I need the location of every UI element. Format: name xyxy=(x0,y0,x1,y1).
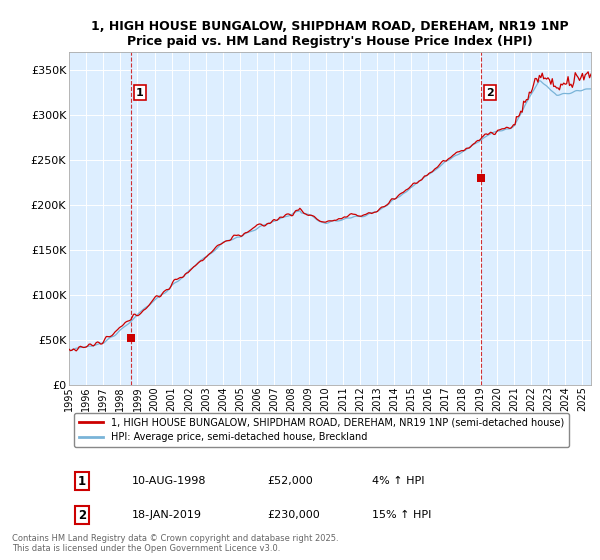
Text: £52,000: £52,000 xyxy=(268,476,313,486)
Text: 10-AUG-1998: 10-AUG-1998 xyxy=(131,476,206,486)
Text: 1: 1 xyxy=(136,87,143,97)
Text: 1: 1 xyxy=(78,474,86,488)
Text: 2: 2 xyxy=(78,508,86,521)
Title: 1, HIGH HOUSE BUNGALOW, SHIPDHAM ROAD, DEREHAM, NR19 1NP
Price paid vs. HM Land : 1, HIGH HOUSE BUNGALOW, SHIPDHAM ROAD, D… xyxy=(91,20,569,48)
Text: 18-JAN-2019: 18-JAN-2019 xyxy=(131,510,202,520)
Text: £230,000: £230,000 xyxy=(268,510,320,520)
Text: 2: 2 xyxy=(486,87,493,97)
Text: Contains HM Land Registry data © Crown copyright and database right 2025.
This d: Contains HM Land Registry data © Crown c… xyxy=(12,534,338,553)
Text: 4% ↑ HPI: 4% ↑ HPI xyxy=(372,476,424,486)
Legend: 1, HIGH HOUSE BUNGALOW, SHIPDHAM ROAD, DEREHAM, NR19 1NP (semi-detached house), : 1, HIGH HOUSE BUNGALOW, SHIPDHAM ROAD, D… xyxy=(74,413,569,447)
Text: 15% ↑ HPI: 15% ↑ HPI xyxy=(372,510,431,520)
